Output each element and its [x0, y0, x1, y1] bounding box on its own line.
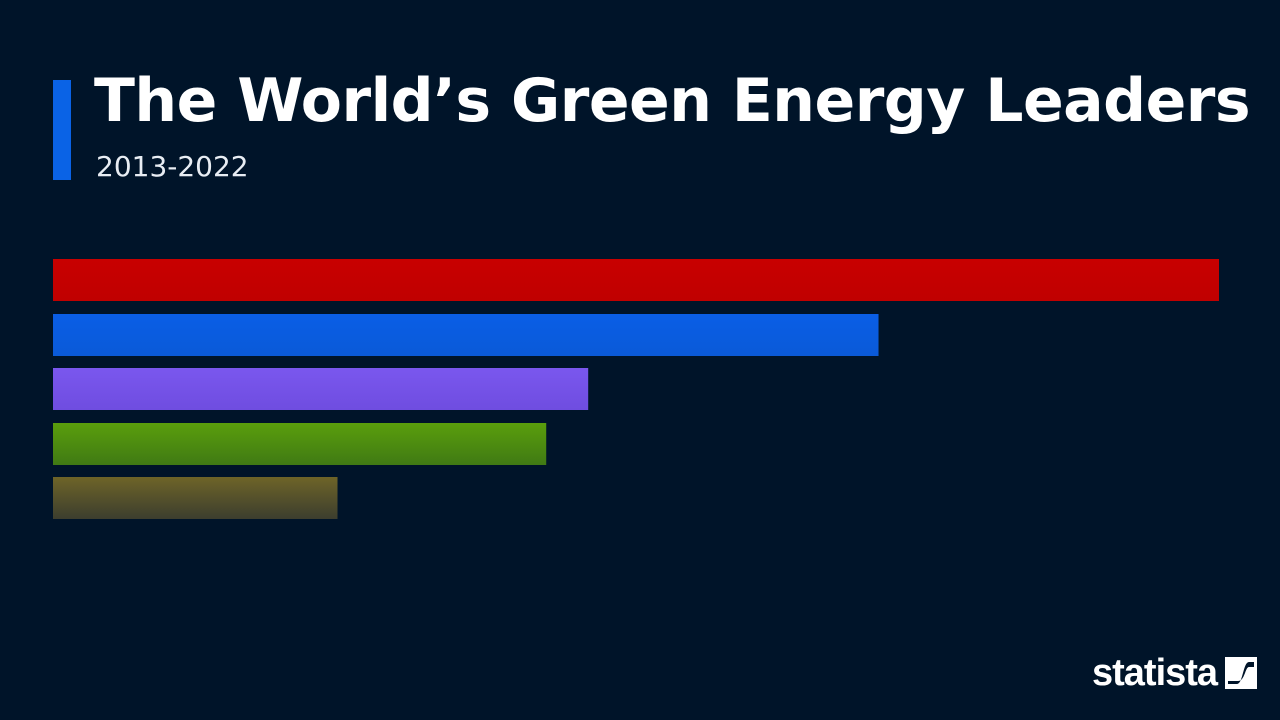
bar-5 — [53, 477, 338, 519]
bar-3 — [53, 368, 589, 410]
statista-logo: statista — [1092, 652, 1258, 694]
chart-subtitle: 2013-2022 — [96, 150, 249, 183]
chart-title: The World’s Green Energy Leaders — [94, 66, 1251, 136]
title-accent-bar — [53, 80, 71, 180]
bar-1 — [53, 259, 1219, 301]
logo-text: statista — [1092, 652, 1218, 694]
bar-2 — [53, 314, 879, 356]
statista-logo-icon — [1225, 657, 1258, 689]
bar-4 — [53, 423, 547, 465]
